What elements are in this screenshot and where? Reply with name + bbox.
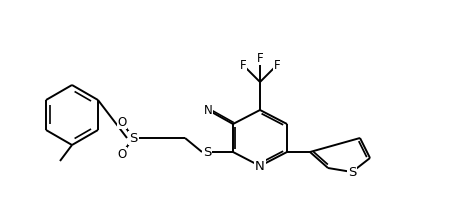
Text: F: F bbox=[273, 59, 280, 71]
Text: O: O bbox=[117, 147, 126, 161]
Text: S: S bbox=[347, 165, 355, 178]
Text: S: S bbox=[202, 145, 211, 159]
Text: F: F bbox=[256, 52, 263, 65]
Text: F: F bbox=[239, 59, 246, 71]
Text: N: N bbox=[254, 159, 264, 172]
Text: O: O bbox=[117, 115, 126, 129]
Text: S: S bbox=[129, 131, 137, 145]
Text: N: N bbox=[203, 103, 212, 117]
